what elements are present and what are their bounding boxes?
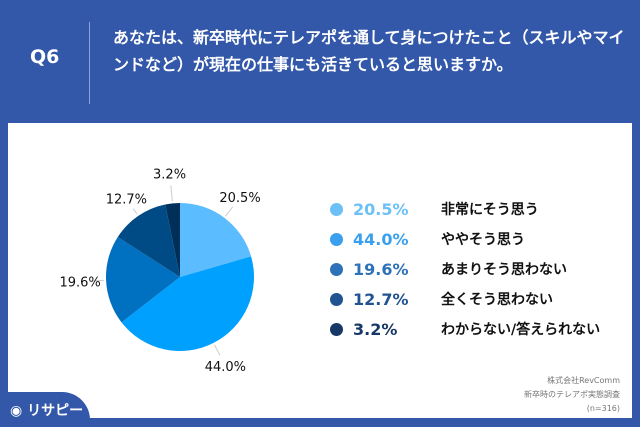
legend-percent: 20.5% <box>353 199 409 219</box>
legend-label: わからない/答えられない <box>441 322 601 338</box>
legend-label: 非常にそう思う <box>441 202 539 218</box>
question-title: あなたは、新卒時代にテレアポを通して身につけたこと（スキルやマインドなど）が現在… <box>113 28 625 74</box>
bottom-band <box>0 418 640 427</box>
legend-dot-icon <box>330 322 343 336</box>
source-survey: 新卒時のテレアポ実態調査 <box>524 390 620 399</box>
leader-line <box>92 279 105 282</box>
leader-line <box>132 208 138 215</box>
divider <box>89 22 90 104</box>
legend-percent: 12.7% <box>353 289 409 309</box>
legend: 20.5% 非常にそう思う 44.0% ややそう思う 19.6% あまりそう思わない 12.… <box>330 194 600 344</box>
legend-dot-icon <box>330 202 343 216</box>
pie-slice <box>180 203 252 277</box>
legend-item: 44.0% ややそう思う <box>330 224 600 254</box>
leader-line <box>214 344 221 356</box>
pie-slice <box>117 204 180 277</box>
legend-dot-icon <box>330 292 343 306</box>
source-company: 株式会社RevComm <box>547 376 620 385</box>
pin-icon: ◉ <box>10 403 23 419</box>
source-sample: (n=316) <box>586 404 620 413</box>
legend-item: 3.2% わからない/答えられない <box>330 314 600 344</box>
source-note: 株式会社RevComm 新卒時のテレアポ実態調査 (n=316) <box>524 374 620 416</box>
legend-percent: 19.6% <box>353 259 409 279</box>
data-label: 3.2% <box>153 168 186 183</box>
legend-item: 12.7% 全くそう思わない <box>330 284 600 314</box>
logo: ◉ リサピー <box>0 392 90 427</box>
data-label: 19.6% <box>59 275 100 290</box>
legend-percent: 44.0% <box>353 229 409 249</box>
pie-slice <box>121 256 255 352</box>
leader-line <box>225 206 234 217</box>
logo-text: リサピー <box>27 403 84 419</box>
leader-line <box>170 185 173 202</box>
legend-item: 19.6% あまりそう思わない <box>330 254 600 284</box>
legend-dot-icon <box>330 232 343 246</box>
legend-item: 20.5% 非常にそう思う <box>330 194 600 224</box>
question-number: Q6 <box>30 46 60 68</box>
legend-dot-icon <box>330 262 343 276</box>
legend-label: 全くそう思わない <box>441 292 553 308</box>
legend-percent: 3.2% <box>353 319 398 339</box>
pie-slice <box>105 236 180 323</box>
pie-slice <box>165 203 180 277</box>
legend-label: あまりそう思わない <box>441 262 567 278</box>
legend-label: ややそう思う <box>441 232 525 248</box>
data-label: 12.7% <box>106 193 147 208</box>
data-label: 44.0% <box>205 360 246 375</box>
data-label: 20.5% <box>219 191 260 206</box>
